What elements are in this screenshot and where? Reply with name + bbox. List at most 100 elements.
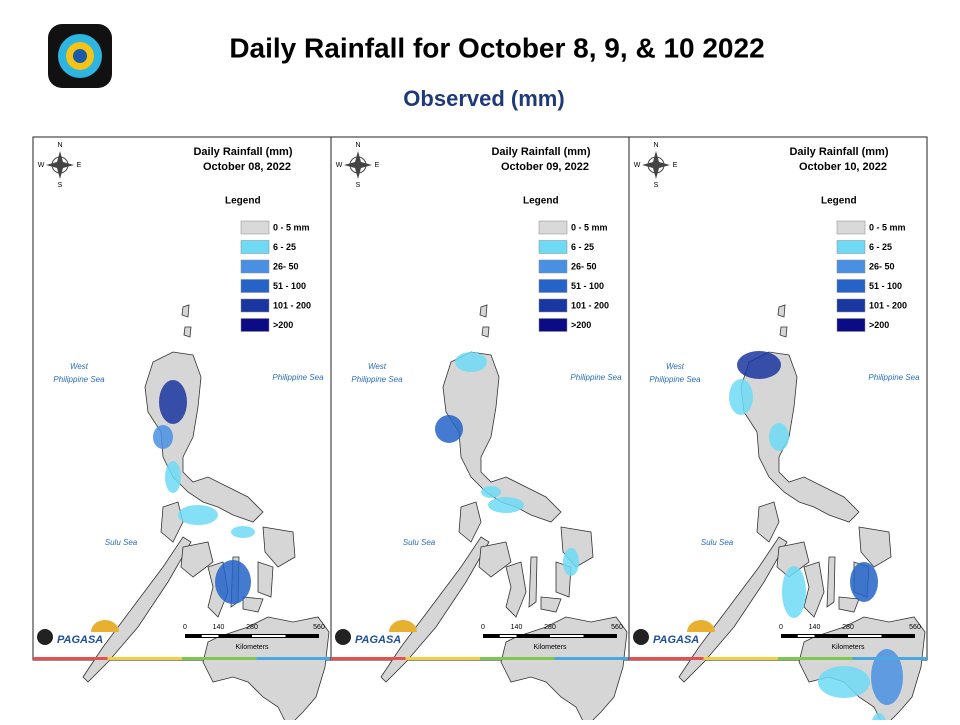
legend-swatch [538, 279, 568, 293]
island [858, 526, 892, 568]
legend-swatch [836, 279, 866, 293]
scale-unit: Kilometers [831, 644, 865, 651]
legend-swatch [240, 240, 270, 254]
legend-label: 101 - 200 [869, 300, 907, 310]
legend-label: 0 - 5 mm [273, 222, 310, 232]
island [180, 541, 214, 578]
pagasa-logo: PAGASA [57, 634, 103, 646]
scale-tick-label: 0 [481, 624, 485, 631]
scale-tick-label: 140 [809, 624, 821, 631]
pagasa-logo: PAGASA [653, 634, 699, 646]
sea-label: West [70, 362, 89, 371]
legend-swatch [240, 259, 270, 274]
rain-area [871, 649, 903, 705]
legend-swatch [538, 318, 568, 332]
color-stripe [778, 657, 853, 660]
legend-label: 101 - 200 [571, 300, 609, 310]
legend-title: Legend [523, 196, 559, 207]
scale-tick-label: 0 [183, 624, 187, 631]
scale-bar-segment [252, 635, 286, 637]
scale-unit: Kilometers [235, 644, 269, 651]
pagasa-umbrella [687, 620, 715, 632]
compass-w: W [336, 162, 343, 169]
legend-swatch [538, 220, 568, 235]
island [678, 536, 788, 683]
map-title: Daily Rainfall (mm) [789, 146, 888, 158]
island [183, 326, 192, 338]
rain-area [488, 497, 524, 513]
legend-swatch [836, 298, 866, 313]
legend-label: 0 - 5 mm [869, 222, 906, 232]
pagasa-umbrella [91, 620, 119, 632]
color-stripe [405, 657, 480, 660]
scale-tick-label: 280 [544, 624, 556, 631]
scale-tick-label: 0 [779, 624, 783, 631]
scale-bar-segment [201, 635, 219, 637]
legend-title: Legend [225, 196, 261, 207]
island [777, 304, 786, 318]
scale-bar-segment [550, 635, 584, 637]
legend-label: 6 - 25 [273, 242, 296, 252]
legend-swatch [538, 298, 568, 313]
pagasa-umbrella [389, 620, 417, 632]
island [479, 304, 488, 318]
legend-label: 6 - 25 [869, 242, 892, 252]
color-stripe [33, 657, 108, 660]
map-date: October 08, 2022 [203, 161, 291, 173]
legend-swatch [240, 220, 270, 235]
island [540, 596, 562, 613]
rain-area [215, 560, 251, 604]
legend-label: 51 - 100 [571, 281, 604, 291]
pagasa-icon [335, 629, 351, 645]
scale-bar-segment [848, 635, 882, 637]
sea-label: Sulu Sea [403, 538, 436, 547]
island [481, 326, 490, 338]
legend-label: 26- 50 [571, 261, 597, 271]
compass-w: W [634, 162, 641, 169]
sea-label: Philippine Sea [649, 375, 701, 384]
slide-subtitle: Observed (mm) [403, 86, 564, 111]
map-title: Daily Rainfall (mm) [491, 146, 590, 158]
compass-s: S [356, 182, 361, 189]
legend-label: 51 - 100 [869, 281, 902, 291]
compass-rose [46, 151, 74, 179]
legend-swatch [240, 318, 270, 332]
island [779, 326, 788, 338]
compass-e: E [375, 162, 380, 169]
rain-area [231, 526, 255, 538]
island [380, 536, 490, 683]
map-panel: Daily Rainfall (mm) October 08, 2022 Legen… [32, 136, 332, 725]
rain-area [769, 423, 789, 451]
island [82, 536, 192, 683]
scale-tick-label: 140 [213, 624, 225, 631]
rain-area [481, 486, 501, 498]
color-stripe [480, 657, 555, 660]
rain-area [159, 380, 187, 424]
legend-label: >200 [869, 320, 889, 330]
legend-label: 26- 50 [273, 261, 299, 271]
scale-bar-segment [797, 635, 815, 637]
scale-bar-segment [499, 635, 517, 637]
compass-n: N [57, 142, 62, 149]
legend-label: 101 - 200 [273, 300, 311, 310]
color-stripe [852, 657, 927, 660]
map-date: October 09, 2022 [501, 161, 589, 173]
legend-swatch [538, 259, 568, 274]
legend-label: >200 [273, 320, 293, 330]
legend-swatch [836, 318, 866, 332]
island [160, 501, 184, 543]
rain-area [818, 666, 870, 698]
compass-ring [349, 156, 367, 174]
rain-area [729, 379, 753, 415]
legend-swatch [836, 259, 866, 274]
compass-rose [344, 151, 372, 179]
compass-e: E [77, 162, 82, 169]
sea-label: West [666, 362, 685, 371]
island [756, 501, 780, 543]
scale-tick-label: 280 [842, 624, 854, 631]
color-stripe [182, 657, 257, 660]
map-panel: Daily Rainfall (mm) October 10, 2022 Legen… [628, 136, 928, 725]
legend-swatch [836, 220, 866, 235]
rain-area [563, 548, 579, 576]
